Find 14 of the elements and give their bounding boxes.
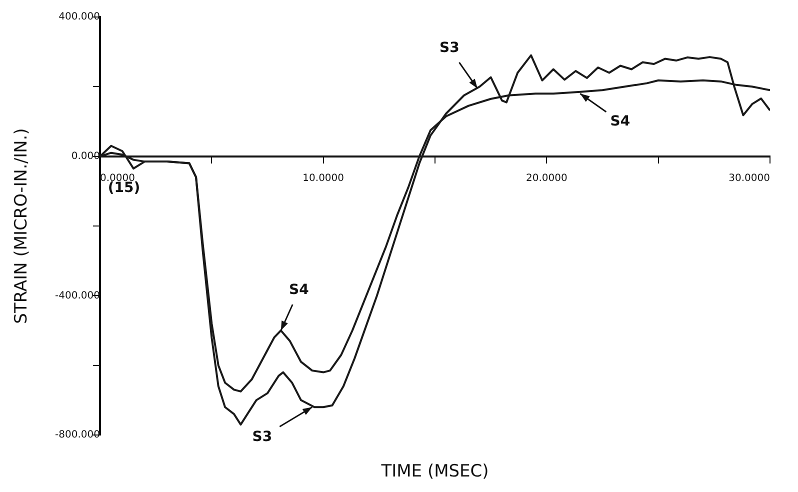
x-tick-label: 30.0000 <box>728 172 770 184</box>
y-tick-label: 400.000 <box>58 12 100 23</box>
y-tick-label: -800.000 <box>55 430 100 441</box>
annotation: S3 <box>252 428 272 445</box>
y-axis-title: STRAIN (MICRO-IN./IN.) <box>11 128 32 324</box>
annotation: S3 <box>440 40 460 56</box>
x-tick-label: 10.0000 <box>302 172 344 184</box>
y-tick-label: -400.000 <box>55 290 100 302</box>
x-tick-label: 20.0000 <box>526 172 568 184</box>
annotation: (15) <box>108 180 140 196</box>
annotation: S4 <box>610 113 630 130</box>
annotation: S4 <box>288 282 310 298</box>
x-axis-title: TIME (MSEC) <box>380 461 489 482</box>
y-tick-label: 0.000 <box>71 150 100 162</box>
